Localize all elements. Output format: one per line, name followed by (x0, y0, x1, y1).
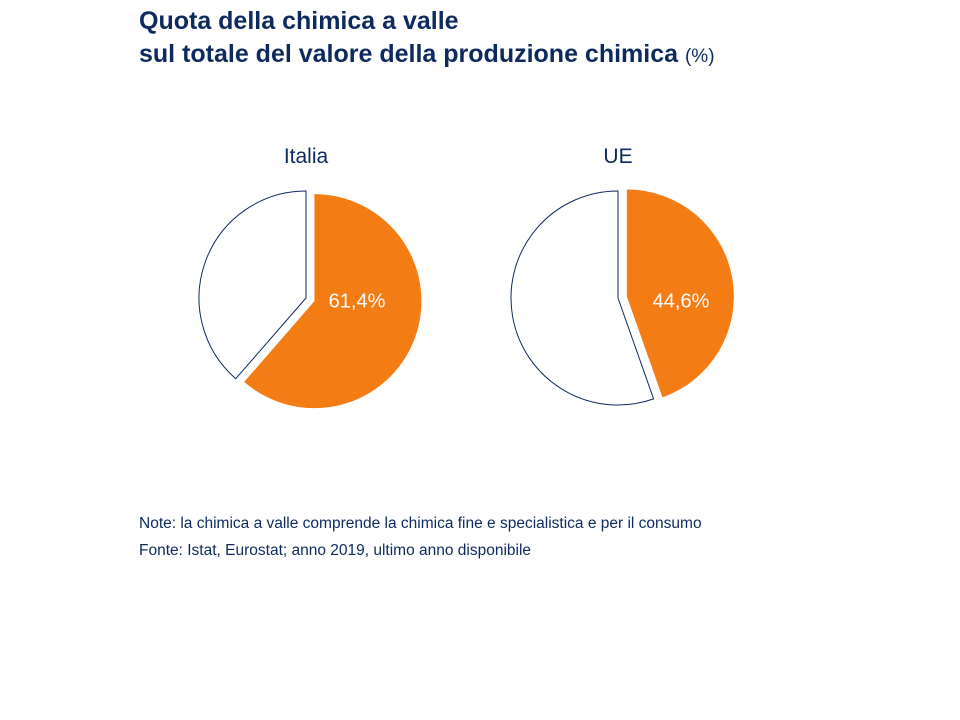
pie-1-value-label: 61,4% (329, 290, 386, 312)
title-line-1: Quota della chimica a valle (139, 7, 459, 35)
source-text: Fonte: Istat, Eurostat; anno 2019, ultim… (139, 542, 532, 559)
pie-1-title: Italia (284, 145, 329, 168)
title-unit: (%) (684, 46, 715, 67)
pie-2-value-label: 44,6% (653, 290, 710, 312)
chart-title: Quota della chimica a valle sul totale d… (139, 5, 715, 73)
pie-2-title: UE (603, 145, 632, 168)
title-line-2-text: sul totale del valore della produzione c… (139, 40, 679, 68)
pie-1-slice-2 (198, 190, 307, 380)
pie-1-slice-1 (244, 194, 422, 409)
pie-2-slice-2 (510, 190, 655, 406)
notes: Note: la chimica a valle comprende la ch… (139, 510, 702, 564)
title-line-2: sul totale del valore della produzione c… (139, 38, 715, 73)
note-text: Note: la chimica a valle comprende la ch… (139, 515, 702, 532)
pie-2-slice-1 (626, 189, 734, 398)
